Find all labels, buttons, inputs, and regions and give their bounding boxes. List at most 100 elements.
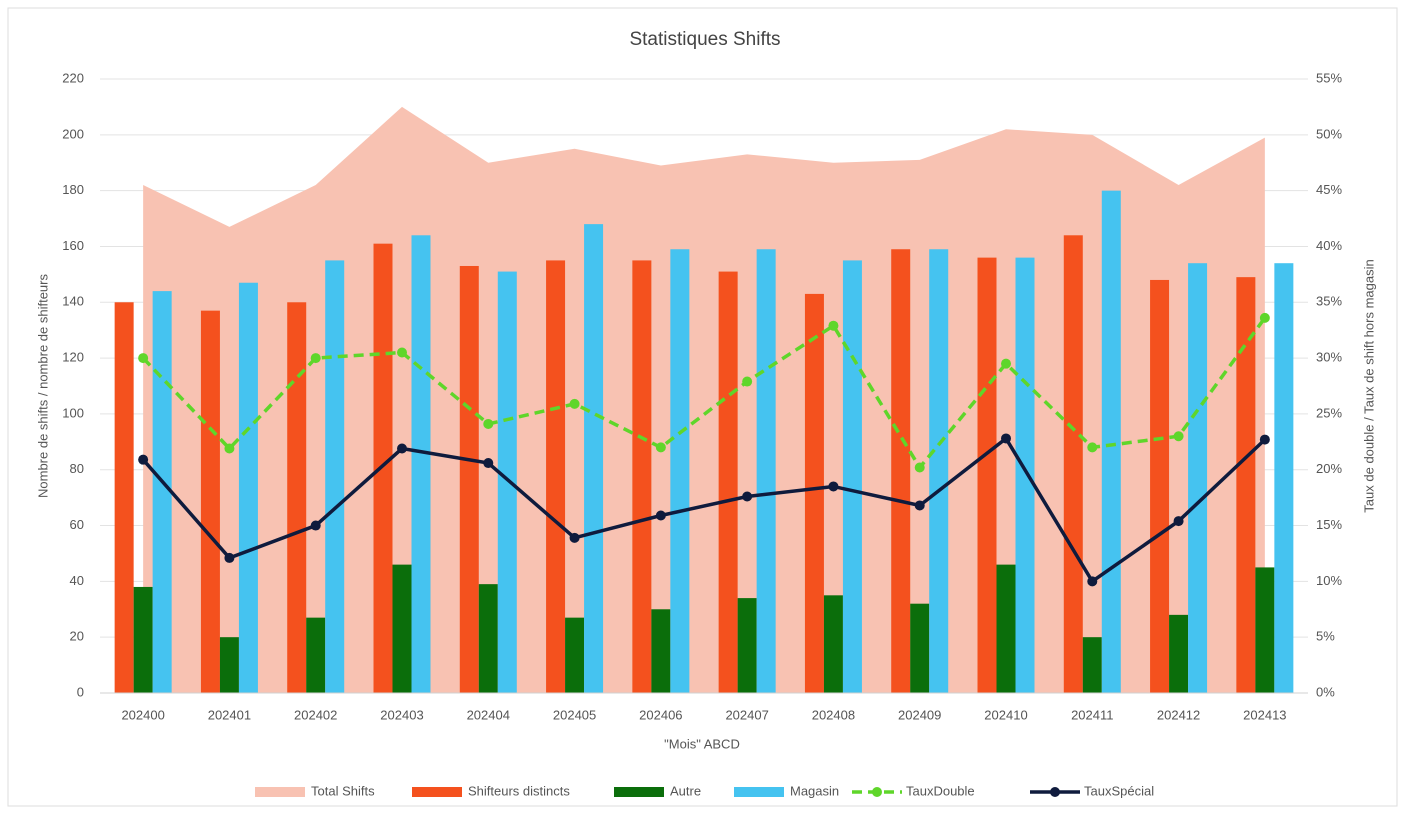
y2-tick-label: 10% bbox=[1316, 573, 1342, 588]
bar bbox=[1255, 567, 1275, 693]
bar bbox=[670, 249, 690, 693]
x-tick-label: 202405 bbox=[553, 707, 596, 722]
x-tick-label: 202410 bbox=[984, 707, 1027, 722]
bar bbox=[373, 243, 393, 693]
y-tick-label: 200 bbox=[62, 126, 84, 141]
bar bbox=[842, 260, 862, 693]
marker bbox=[483, 458, 494, 469]
y-tick-label: 120 bbox=[62, 350, 84, 365]
marker bbox=[224, 443, 235, 454]
marker bbox=[397, 443, 407, 454]
bar bbox=[891, 249, 911, 693]
bar bbox=[718, 271, 738, 693]
y-tick-label: 0 bbox=[77, 684, 84, 699]
y-tick-label: 80 bbox=[70, 461, 84, 476]
bar bbox=[133, 586, 153, 693]
marker bbox=[1001, 433, 1011, 444]
legend-swatch bbox=[734, 787, 784, 797]
marker bbox=[1087, 576, 1098, 587]
y-tick-label: 220 bbox=[62, 70, 84, 85]
x-tick-label: 202404 bbox=[467, 707, 510, 722]
bar bbox=[497, 271, 517, 693]
marker bbox=[1087, 442, 1098, 453]
x-tick-label: 202409 bbox=[898, 707, 941, 722]
marker bbox=[742, 376, 753, 387]
bar bbox=[325, 260, 345, 693]
y-tick-label: 140 bbox=[62, 294, 84, 309]
marker bbox=[1259, 312, 1270, 323]
x-tick-label: 202402 bbox=[294, 707, 337, 722]
bar bbox=[1101, 190, 1121, 694]
x-tick-label: 202407 bbox=[725, 707, 768, 722]
line bbox=[141, 435, 1267, 584]
bar bbox=[152, 291, 172, 693]
marker bbox=[569, 398, 580, 409]
bar bbox=[632, 260, 652, 693]
bar bbox=[910, 603, 930, 693]
legend-swatch bbox=[1050, 787, 1060, 797]
y2-tick-label: 30% bbox=[1316, 350, 1342, 365]
bar bbox=[977, 257, 997, 693]
bar bbox=[1274, 263, 1294, 693]
legend-label: Autre bbox=[670, 783, 701, 798]
marker bbox=[483, 418, 494, 429]
y2-tick-label: 35% bbox=[1316, 294, 1342, 309]
area bbox=[143, 106, 1265, 694]
legend-label: Magasin bbox=[790, 783, 839, 798]
bar bbox=[219, 637, 239, 693]
bar bbox=[287, 302, 307, 693]
bar bbox=[1169, 614, 1189, 693]
marker bbox=[569, 532, 580, 543]
marker bbox=[828, 481, 839, 492]
bar bbox=[1188, 263, 1208, 693]
bar bbox=[1063, 235, 1083, 694]
bar bbox=[546, 260, 566, 693]
legend-swatch bbox=[872, 787, 882, 797]
chart-title: Statistiques Shifts bbox=[629, 29, 780, 50]
y2-tick-label: 45% bbox=[1316, 182, 1342, 197]
bar bbox=[1082, 637, 1102, 693]
bar bbox=[238, 282, 258, 693]
y2-tick-label: 55% bbox=[1316, 70, 1342, 85]
x-tick-label: 202400 bbox=[121, 707, 164, 722]
bar bbox=[1015, 257, 1035, 693]
y-tick-label: 160 bbox=[62, 238, 84, 253]
bar bbox=[996, 564, 1016, 693]
bar bbox=[584, 224, 604, 694]
marker bbox=[397, 347, 407, 358]
x-tick-label: 202406 bbox=[639, 707, 682, 722]
marker bbox=[914, 500, 925, 511]
bar bbox=[1236, 277, 1256, 693]
marker bbox=[138, 454, 149, 465]
marker bbox=[828, 320, 839, 331]
legend-swatch bbox=[412, 787, 462, 797]
bar bbox=[478, 584, 498, 693]
line bbox=[141, 316, 1267, 471]
x-tick-label: 202403 bbox=[380, 707, 423, 722]
bar bbox=[411, 235, 431, 694]
marker bbox=[1173, 431, 1184, 442]
marker bbox=[655, 442, 666, 453]
y-tick-label: 180 bbox=[62, 182, 84, 197]
y2-axis-title: Taux de double / Taux de shift hors maga… bbox=[1361, 259, 1376, 512]
marker bbox=[1259, 434, 1270, 445]
x-tick-label: 202413 bbox=[1243, 707, 1286, 722]
x-tick-label: 202408 bbox=[812, 707, 855, 722]
marker bbox=[1173, 516, 1184, 527]
y2-tick-label: 0% bbox=[1316, 684, 1335, 699]
marker bbox=[224, 552, 235, 563]
y-tick-label: 100 bbox=[62, 405, 84, 420]
bar bbox=[804, 293, 824, 693]
legend-swatch bbox=[255, 787, 305, 797]
legend-label: Shifteurs distincts bbox=[468, 783, 570, 798]
y2-tick-label: 15% bbox=[1316, 517, 1342, 532]
x-tick-label: 202412 bbox=[1157, 707, 1200, 722]
bar bbox=[114, 302, 134, 693]
y-axis-title: Nombre de shifts / nombre de shifteurs bbox=[35, 274, 50, 498]
x-axis-title: "Mois" ABCD bbox=[664, 736, 740, 751]
y2-tick-label: 20% bbox=[1316, 461, 1342, 476]
marker bbox=[914, 462, 925, 473]
bar bbox=[823, 595, 843, 693]
marker bbox=[655, 510, 666, 521]
